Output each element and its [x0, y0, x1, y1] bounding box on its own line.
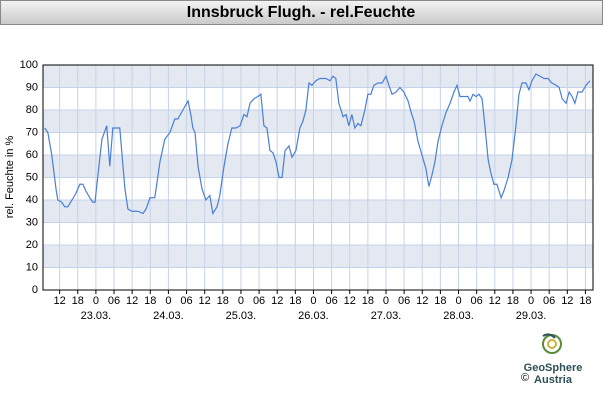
x-tick-label: 18	[217, 295, 229, 307]
y-tick-label: 80	[26, 104, 38, 116]
x-tick-label: 0	[165, 295, 171, 307]
x-tick-label: 18	[72, 295, 84, 307]
x-tick-label: 18	[362, 295, 374, 307]
date-label: 24.03.	[153, 310, 184, 322]
date-label: 28.03.	[443, 310, 474, 322]
x-tick-label: 0	[383, 295, 389, 307]
x-tick-label: 12	[126, 295, 138, 307]
date-label: 26.03.	[298, 310, 329, 322]
x-tick-label: 12	[53, 295, 65, 307]
x-tick-label: 18	[144, 295, 156, 307]
y-axis-label: rel. Feuchte in %	[4, 136, 16, 219]
plot-frame	[42, 64, 594, 291]
logo-swirl	[542, 333, 556, 339]
logo-ring	[542, 334, 562, 354]
y-tick-label: 60	[26, 149, 38, 161]
y-tick-label: 90	[26, 81, 38, 93]
grid-band	[43, 110, 593, 133]
x-tick-label: 0	[93, 295, 99, 307]
y-tick-label: 40	[26, 194, 38, 206]
x-tick-label: 06	[325, 295, 337, 307]
copyright: ©	[521, 372, 529, 384]
title-bar	[0, 0, 603, 25]
y-tick-label: 30	[26, 216, 38, 228]
x-tick-label: 06	[180, 295, 192, 307]
brand-sub: Austria	[534, 374, 573, 386]
date-label: 25.03.	[226, 310, 257, 322]
y-tick-label: 10	[26, 261, 38, 273]
x-tick-label: 18	[579, 295, 591, 307]
y-tick-label: 70	[26, 126, 38, 138]
x-tick-label: 18	[289, 295, 301, 307]
data-line	[44, 73, 591, 216]
x-tick-label: 0	[310, 295, 316, 307]
grid-band	[43, 155, 593, 178]
y-tick-label: 20	[26, 239, 38, 251]
x-tick-label: 12	[561, 295, 573, 307]
x-tick-label: 0	[455, 295, 461, 307]
x-tick-label: 06	[471, 295, 483, 307]
x-tick-label: 06	[543, 295, 555, 307]
grid-band	[43, 200, 593, 223]
chart-title: Innsbruck Flugh. - rel.Feuchte	[187, 4, 416, 21]
y-tick-label: 50	[26, 171, 38, 183]
x-tick-label: 12	[489, 295, 501, 307]
x-tick-label: 06	[398, 295, 410, 307]
x-tick-label: 0	[528, 295, 534, 307]
y-tick-label: 0	[32, 284, 38, 296]
x-tick-label: 06	[108, 295, 120, 307]
x-tick-label: 18	[507, 295, 519, 307]
date-label: 29.03.	[516, 310, 547, 322]
x-tick-label: 12	[344, 295, 356, 307]
x-tick-label: 12	[199, 295, 211, 307]
y-tick-label: 100	[20, 59, 38, 71]
grid-band	[43, 245, 593, 268]
date-label: 23.03.	[81, 310, 112, 322]
date-label: 27.03.	[371, 310, 402, 322]
grid-band	[43, 65, 593, 88]
x-tick-label: 18	[434, 295, 446, 307]
x-tick-label: 12	[416, 295, 428, 307]
brand: GeoSphere	[524, 362, 583, 374]
x-tick-label: 06	[253, 295, 265, 307]
x-tick-label: 12	[271, 295, 283, 307]
x-tick-label: 0	[238, 295, 244, 307]
logo	[542, 333, 562, 354]
logo-core	[547, 339, 557, 349]
